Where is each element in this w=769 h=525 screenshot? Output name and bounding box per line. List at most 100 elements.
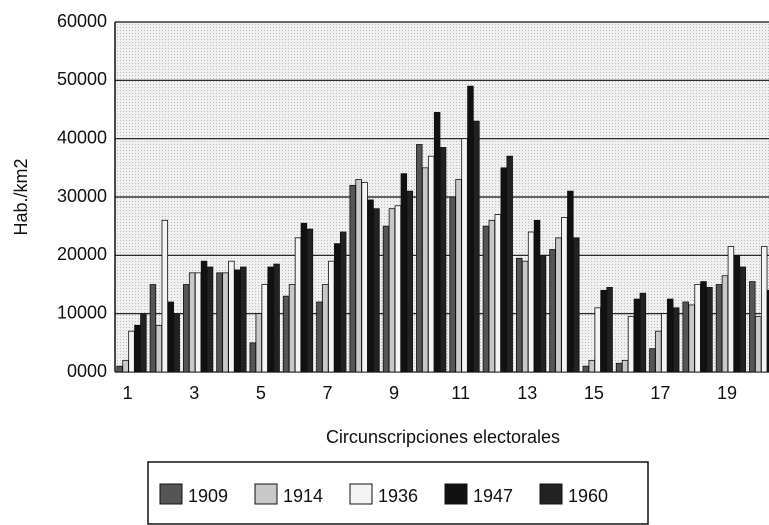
x-tick-label: 19 xyxy=(717,383,737,403)
bar xyxy=(555,237,562,373)
bar xyxy=(134,324,141,373)
bar xyxy=(182,284,190,373)
bar xyxy=(288,284,296,373)
bar xyxy=(322,284,329,373)
bar xyxy=(200,260,208,373)
y-tick-label: 20000 xyxy=(57,244,107,264)
bar xyxy=(500,167,507,373)
bar xyxy=(427,155,435,373)
legend xyxy=(147,461,649,525)
x-tick-label: 17 xyxy=(650,383,670,403)
bar xyxy=(539,254,547,373)
bar xyxy=(482,225,490,373)
y-tick-label: 40000 xyxy=(57,127,107,147)
bar xyxy=(416,144,423,373)
bar xyxy=(549,249,556,373)
bar xyxy=(715,284,723,373)
bar xyxy=(249,342,257,373)
bar xyxy=(122,359,129,373)
bar xyxy=(439,147,447,373)
x-tick-label: 7 xyxy=(322,383,332,403)
bar xyxy=(567,190,574,373)
bar xyxy=(760,246,768,373)
y-tick-label: 50000 xyxy=(57,69,107,89)
bar xyxy=(455,179,462,373)
bar xyxy=(334,243,341,373)
bar xyxy=(494,214,502,373)
bar xyxy=(621,359,629,373)
bar xyxy=(228,260,235,373)
bar xyxy=(339,231,347,373)
bar xyxy=(449,196,456,373)
bar xyxy=(373,208,380,373)
bar xyxy=(161,219,169,373)
bar xyxy=(527,231,535,373)
bar xyxy=(573,237,580,373)
legend-swatch xyxy=(159,483,183,505)
bar xyxy=(582,365,590,373)
bar xyxy=(733,254,741,373)
x-tick-label: 9 xyxy=(389,383,399,403)
bar xyxy=(706,287,713,373)
legend-label: 1960 xyxy=(568,486,608,506)
bar xyxy=(422,167,429,373)
bar xyxy=(721,275,729,373)
x-tick-label: 3 xyxy=(189,383,199,403)
bar xyxy=(206,266,214,373)
bar xyxy=(488,219,496,373)
bar xyxy=(394,205,402,373)
bar xyxy=(128,330,135,373)
bar xyxy=(766,289,769,373)
bar xyxy=(328,260,335,373)
bar xyxy=(561,217,568,373)
y-tick-label: 0000 xyxy=(67,361,107,381)
y-tick-label: 10000 xyxy=(57,302,107,322)
bar xyxy=(515,257,523,373)
bar xyxy=(633,298,641,373)
bar xyxy=(627,316,635,373)
bar xyxy=(588,359,595,373)
bar xyxy=(167,301,174,373)
bar xyxy=(149,284,157,373)
x-axis-label: Circunscripciones electorales xyxy=(326,427,560,447)
bar xyxy=(140,313,147,373)
bar xyxy=(739,266,747,373)
legend-label: 1936 xyxy=(378,486,418,506)
y-tick-label: 30000 xyxy=(57,186,107,206)
bar xyxy=(639,292,647,373)
bar xyxy=(300,222,308,373)
legend-swatch xyxy=(349,483,373,505)
bar xyxy=(116,365,123,373)
bar xyxy=(688,304,695,373)
bar xyxy=(682,301,689,373)
bar xyxy=(700,281,707,373)
bar xyxy=(155,324,163,373)
bar xyxy=(222,272,229,373)
x-tick-label: 11 xyxy=(451,383,470,403)
bar xyxy=(173,313,180,373)
bar xyxy=(406,190,414,373)
bar xyxy=(694,284,701,373)
bar xyxy=(216,272,223,373)
bar xyxy=(355,179,362,373)
bar xyxy=(749,281,756,373)
bar xyxy=(649,348,656,373)
bar xyxy=(294,237,302,373)
bar xyxy=(282,295,290,373)
bar xyxy=(316,301,323,373)
bar xyxy=(382,225,390,373)
bar xyxy=(188,272,196,373)
bar xyxy=(615,362,623,373)
x-tick-label: 1 xyxy=(123,383,133,403)
bar xyxy=(606,287,613,373)
x-tick-label: 15 xyxy=(584,383,604,403)
bar xyxy=(349,184,356,373)
bar xyxy=(273,263,280,373)
legend-swatch xyxy=(539,483,563,505)
bar xyxy=(600,289,607,373)
bar xyxy=(521,260,529,373)
bar xyxy=(672,307,680,373)
bar xyxy=(667,298,674,373)
bar xyxy=(267,266,274,373)
